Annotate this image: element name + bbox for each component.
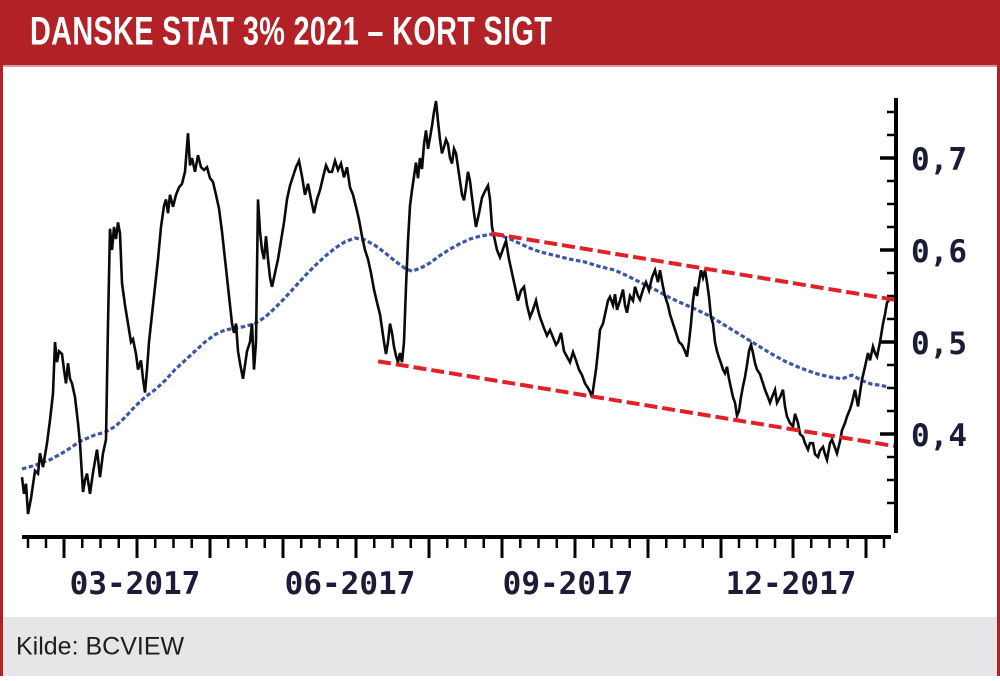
x-axis-label: 09-2017: [503, 566, 634, 602]
y-axis-label: 0,7: [911, 142, 967, 178]
y-axis-label: 0,4: [911, 418, 967, 454]
moving-average-line: [21, 232, 890, 471]
source-label: Kilde: BCVIEW: [16, 632, 185, 660]
y-axis-label: 0,5: [911, 326, 967, 362]
price-line: [20, 100, 890, 515]
frame-border-left: [0, 0, 3, 676]
x-axis-label: 12-2017: [726, 566, 857, 602]
channel-upper-line: [490, 231, 895, 302]
panel-header: DANSKE STAT 3% 2021 – KORT SIGT: [0, 0, 1000, 67]
panel-title: DANSKE STAT 3% 2021 – KORT SIGT: [30, 9, 553, 54]
x-axis-label: 03-2017: [70, 566, 201, 602]
x-axis-label: 06-2017: [285, 566, 416, 602]
frame-border-right: [997, 0, 1000, 676]
channel-lower-line: [377, 359, 895, 448]
y-axis-label: 0,6: [911, 234, 967, 270]
panel-footer: Kilde: BCVIEW: [0, 617, 1000, 676]
